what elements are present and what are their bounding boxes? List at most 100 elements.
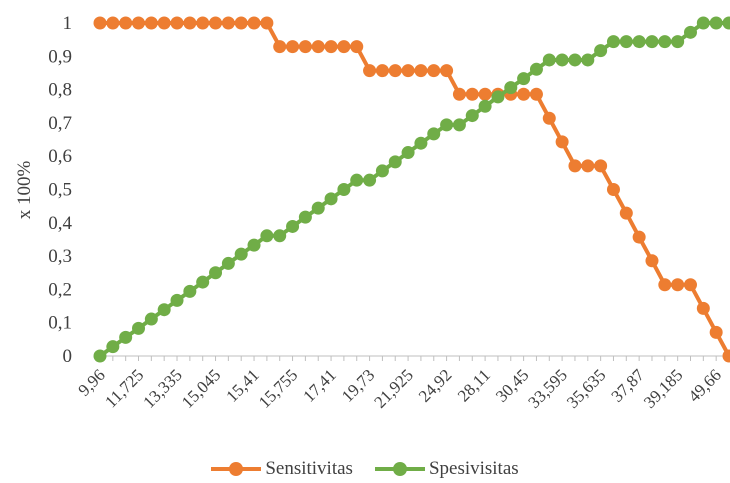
data-point [119,16,133,30]
data-point [234,16,248,30]
data-point [157,303,171,317]
series-line-sensitivitas [100,21,730,357]
x-tick-label: 24,92 [415,365,455,405]
data-point [221,256,235,270]
x-tick-label: 28,11 [454,365,494,405]
data-point [311,201,325,215]
data-point [440,64,454,78]
data-point [452,87,466,101]
y-tick-label: 1 [63,13,73,34]
data-point [221,16,235,30]
data-point [273,229,287,243]
data-point [375,64,389,78]
data-point [388,155,402,169]
data-point [234,247,248,261]
data-point [298,210,312,224]
y-tick-label: 0,8 [48,80,72,101]
data-point [363,173,377,187]
x-tick-label: 15,755 [255,365,301,411]
data-point [632,230,646,244]
data-point [93,349,107,363]
series-sensitivitas [93,16,730,363]
data-point [132,321,146,335]
data-point [440,118,454,132]
data-point [427,64,441,78]
data-point [542,111,556,125]
data-point [414,136,428,150]
x-tick-label: 13,335 [139,365,185,411]
x-tick-label: 39,185 [640,365,686,411]
data-point [722,349,730,363]
data-point [606,183,620,196]
data-point [671,278,685,292]
data-point [247,238,261,252]
x-tick-label: 49,66 [685,365,725,405]
data-point [555,135,569,149]
y-tick-labels: 0 0,1 0,2 0,3 0,4 0,5 0,6 0,7 0,8 0,9 1 [48,13,72,367]
y-tick-label: 0 [63,346,73,367]
y-tick-label: 0,1 [48,313,72,334]
data-point [478,87,492,101]
y-axis-title: x 100% [14,161,35,220]
data-point [645,35,659,49]
data-point [709,16,723,30]
data-point [170,16,184,30]
data-point [196,16,210,30]
data-point [337,40,351,54]
data-point [119,330,133,344]
data-point [273,40,287,54]
data-point [529,62,543,76]
x-tick-label: 33,595 [524,365,570,411]
data-point [491,90,505,104]
y-tick-label: 0,6 [48,146,72,167]
legend-swatch-sensitivitas [211,462,262,476]
data-point [517,87,531,101]
legend-label-sensitivitas: Sensitivitas [265,458,353,479]
data-point [350,173,364,187]
data-point [581,159,595,173]
x-axis [99,355,730,361]
data-point [260,16,274,30]
data-point [581,53,595,67]
data-point [414,64,428,78]
x-tick-label: 21,925 [370,365,416,411]
data-point [311,40,325,54]
data-point [658,278,672,292]
data-point [619,206,633,220]
data-point [452,118,466,132]
data-point [427,127,441,141]
data-point [209,266,223,280]
x-tick-label: 15,045 [178,365,224,411]
data-point [363,64,377,78]
data-point [260,229,274,243]
series-spesivisitas [93,16,730,363]
data-point [401,146,415,160]
data-point [722,16,730,30]
data-point [696,301,710,315]
data-point [298,40,312,54]
data-point [683,25,697,39]
data-point [542,53,556,67]
x-tick-label: 35,635 [563,365,609,411]
data-point [157,16,171,30]
data-point [555,53,569,67]
data-point [671,35,685,49]
data-point [658,35,672,49]
data-point [286,40,300,54]
data-point [401,64,415,78]
data-point [568,159,582,173]
data-point [170,293,184,307]
data-point [594,44,608,58]
legend-label-spesivisitas: Spesivisitas [428,458,519,479]
legend-item-sensitivitas: Sensitivitas [211,458,353,480]
data-point [106,340,120,354]
data-point [594,159,608,173]
y-tick-label: 0,7 [48,113,72,134]
data-point [144,16,158,30]
x-tick-label: 17,41 [299,365,339,405]
y-tick-label: 0,3 [48,246,72,267]
data-point [683,278,697,292]
data-point [106,16,120,30]
data-point [324,192,338,206]
